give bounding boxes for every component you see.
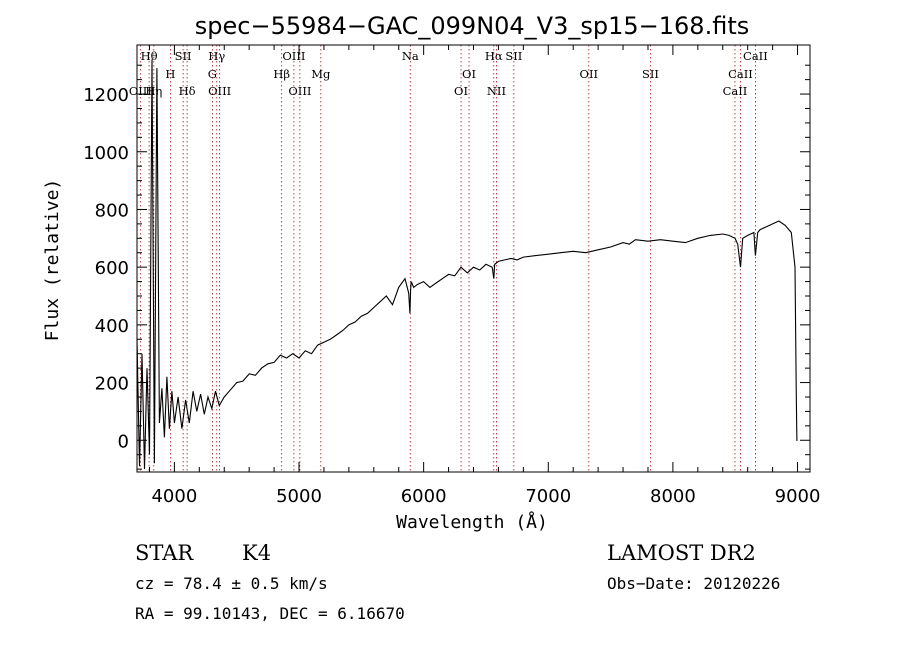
line-marker-label: OIII — [288, 84, 311, 98]
plot-frame — [136, 44, 811, 473]
y-tick-label: 600 — [95, 258, 129, 279]
line-marker-label: G — [208, 67, 217, 81]
x-axis: 4000 5000 6000 7000 8000 9000 — [148, 45, 821, 507]
line-marker-label: OII — [580, 67, 599, 81]
line-marker-label: H — [165, 67, 175, 81]
x-tick-label: 6000 — [401, 486, 447, 507]
line-marker-label: Hδ — [179, 84, 196, 98]
line-marker-label: OIII — [282, 49, 305, 63]
y-tick-label: 800 — [95, 200, 129, 221]
obs-date-line: Obs−Date: 20120226 — [607, 574, 780, 593]
y-tick-label: 200 — [95, 374, 129, 395]
line-marker-label: Mg — [311, 67, 331, 81]
object-subclass: K4 — [242, 541, 271, 565]
line-marker-label: SII — [175, 49, 192, 63]
y-tick-label: 400 — [95, 316, 129, 337]
x-axis-label: Wavelength (Å) — [396, 511, 548, 533]
line-marker-label: CaII — [743, 49, 768, 63]
y-tick-label: 1000 — [83, 143, 129, 164]
spectrum-line — [136, 59, 798, 470]
line-marker-label: Hγ — [208, 49, 225, 63]
redshift-line: cz = 78.4 ± 0.5 km/s — [135, 574, 328, 593]
chart-title: spec−55984−GAC_099N04_V3_sp15−168.fits — [195, 12, 749, 40]
line-marker-label: OIII — [208, 84, 231, 98]
line-marker-label: Hα — [485, 49, 503, 63]
x-tick-label: 7000 — [525, 486, 571, 507]
line-marker-label: Hβ — [273, 67, 290, 81]
x-tick-label: 5000 — [276, 486, 322, 507]
y-tick-label: 0 — [118, 431, 129, 452]
line-marker-label: SII — [505, 49, 522, 63]
line-marker-label: CaII — [723, 84, 748, 98]
line-marker-label: OI — [462, 67, 476, 81]
x-tick-label: 9000 — [775, 486, 821, 507]
line-marker-label: SII — [642, 67, 659, 81]
x-tick-label: 4000 — [151, 486, 197, 507]
y-tick-label: 1200 — [83, 85, 129, 106]
line-marker-label: NII — [487, 84, 506, 98]
object-class: STAR — [135, 541, 194, 565]
line-marker-label: OI — [454, 84, 468, 98]
line-marker-label: Hη — [145, 84, 162, 98]
y-axis-label: Flux (relative) — [42, 179, 63, 342]
y-axis: 0 200 400 600 800 1000 1200 — [83, 64, 810, 470]
line-marker-label: CaII — [728, 67, 753, 81]
x-tick-label: 8000 — [650, 486, 696, 507]
ra-dec-line: RA = 99.10143, DEC = 6.16670 — [135, 604, 405, 623]
line-marker-label: Na — [402, 49, 419, 63]
line-marker-label: Hθ — [141, 49, 158, 63]
spectral-line-markers: HθOIIIHηHSIIHδHγGOIIIOIIIHβOIIIMgNaOIOIH… — [129, 45, 768, 472]
survey-label: LAMOST DR2 — [607, 541, 756, 565]
